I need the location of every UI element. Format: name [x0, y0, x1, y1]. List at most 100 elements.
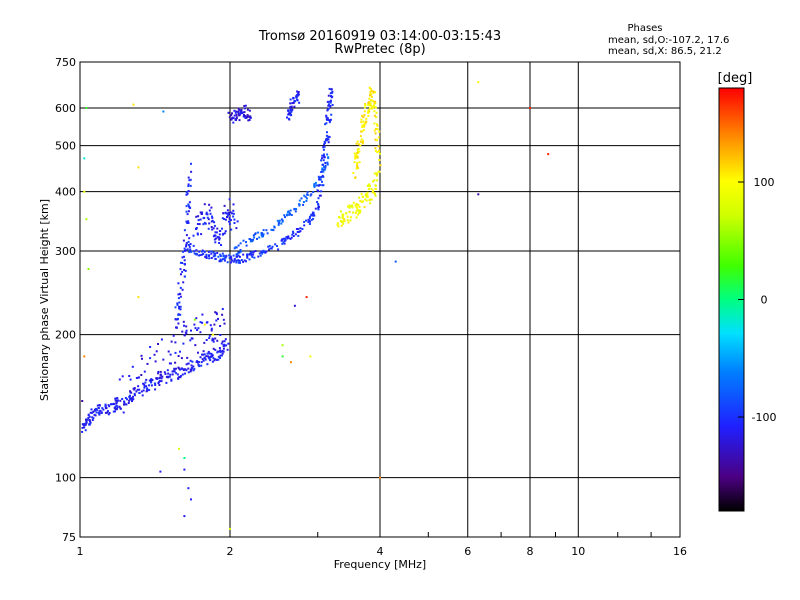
echo-point — [175, 372, 178, 375]
echo-point — [223, 259, 226, 262]
echo-point — [282, 237, 285, 240]
echo-point — [205, 355, 208, 358]
chart-title: Tromsø 20160919 03:14:00-03:15:43 — [258, 29, 501, 44]
echo-point — [345, 212, 348, 215]
echo-point — [289, 209, 292, 212]
echo-point — [210, 226, 213, 228]
colorbar-tick-label: 100 — [754, 176, 775, 189]
echo-point — [246, 108, 249, 111]
echo-point — [107, 413, 110, 416]
echo-point — [197, 254, 200, 257]
echo-point — [83, 190, 86, 193]
echo-point — [81, 430, 84, 433]
echo-point — [328, 136, 331, 138]
echo-point — [219, 260, 222, 263]
echo-point — [245, 241, 247, 244]
echo-point — [312, 217, 315, 220]
echo-point — [121, 375, 124, 378]
echo-point — [183, 334, 186, 337]
x-tick-label: 10 — [571, 545, 585, 558]
echo-point — [159, 373, 162, 376]
echo-point — [365, 194, 368, 197]
echo-point — [373, 129, 376, 132]
echo-point — [329, 101, 332, 104]
echo-point — [159, 470, 162, 473]
echo-point — [141, 394, 144, 397]
echo-point — [375, 172, 378, 175]
echo-point — [124, 397, 127, 399]
echo-point — [96, 408, 98, 411]
echo-point — [370, 95, 373, 98]
echo-point — [225, 212, 228, 215]
echo-point — [337, 225, 340, 228]
echo-point — [192, 365, 195, 368]
echo-point — [199, 331, 202, 334]
echo-point — [378, 152, 381, 155]
echo-point — [150, 378, 153, 381]
echo-point — [291, 108, 294, 111]
echo-point — [249, 240, 252, 243]
echo-point — [116, 406, 119, 409]
echo-point — [318, 184, 321, 186]
echo-point — [281, 355, 284, 358]
echo-point — [85, 419, 88, 422]
echo-point — [88, 415, 91, 418]
echo-point — [230, 228, 233, 231]
echo-point — [221, 308, 224, 310]
echo-point — [186, 192, 189, 195]
echo-point — [319, 178, 322, 181]
echo-point — [235, 259, 238, 262]
echo-point — [210, 257, 213, 259]
echo-point — [222, 258, 224, 261]
echo-point — [246, 116, 249, 118]
echo-point — [294, 233, 297, 236]
echo-point — [364, 198, 367, 201]
echo-point — [179, 268, 182, 271]
echo-point — [287, 117, 290, 120]
echo-point — [297, 234, 300, 237]
echo-point — [358, 161, 361, 164]
echo-point — [296, 231, 299, 233]
echo-point — [368, 184, 371, 187]
echo-point — [121, 398, 124, 400]
echo-point — [374, 138, 377, 141]
echo-point — [202, 359, 205, 362]
echo-point — [277, 223, 280, 226]
echo-point — [180, 273, 182, 276]
echo-point — [243, 259, 246, 262]
echo-point — [243, 114, 245, 116]
echo-point — [242, 239, 245, 242]
echo-point — [360, 201, 363, 203]
echo-point — [363, 206, 366, 209]
echo-point — [238, 119, 241, 122]
echo-point — [325, 139, 328, 142]
echo-point — [372, 189, 375, 192]
echo-point — [205, 211, 208, 214]
echo-point — [362, 141, 364, 144]
echo-point — [242, 260, 245, 263]
echo-point — [187, 210, 190, 213]
echo-point — [244, 115, 247, 118]
echo-point — [150, 384, 153, 387]
echo-point — [303, 221, 306, 223]
echo-point — [230, 114, 233, 117]
echo-point — [171, 370, 174, 373]
echo-point — [181, 270, 184, 273]
echo-point — [320, 176, 323, 179]
echo-point — [321, 167, 324, 170]
echo-point — [223, 232, 226, 235]
echo-point — [243, 107, 246, 110]
echo-point — [114, 397, 117, 400]
echo-point — [248, 119, 251, 121]
echo-point — [276, 245, 278, 247]
echo-point — [130, 391, 133, 394]
echo-point — [201, 353, 203, 356]
echo-point — [222, 350, 225, 353]
echo-point — [186, 213, 189, 216]
echo-point — [222, 232, 225, 235]
echo-point — [188, 206, 191, 209]
echo-point — [369, 107, 371, 110]
echo-point — [290, 214, 293, 216]
echo-point — [273, 225, 276, 228]
echo-point — [231, 259, 234, 262]
